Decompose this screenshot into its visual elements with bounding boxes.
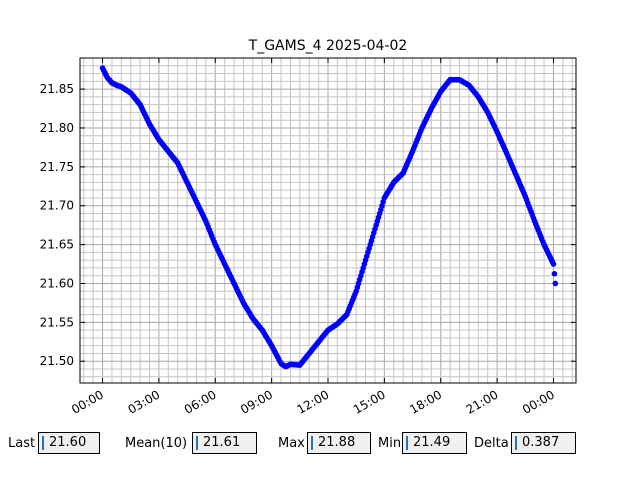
y-tick-label: 21.50 <box>40 354 74 368</box>
time-series-chart: T_GAMS_4 2025-04-02 00:00 03:00 06:00 09:00… <box>40 38 577 417</box>
stat-label-last: Last <box>8 436 36 451</box>
y-tick-label: 21.75 <box>40 160 74 174</box>
stat-value-max[interactable]: 21.88 <box>307 432 371 454</box>
x-tick-label: 06:00 <box>182 387 219 416</box>
stat-label-mean: Mean(10) <box>125 436 188 451</box>
stat-label-max: Max <box>278 436 305 451</box>
y-tick-label: 21.70 <box>40 199 74 213</box>
data-point <box>552 280 559 287</box>
x-tick-label: 18:00 <box>407 387 444 416</box>
stat-value-last[interactable]: 21.60 <box>38 432 100 454</box>
x-tick-label: 21:00 <box>464 387 501 416</box>
data-series <box>99 65 559 370</box>
stat-value-delta[interactable]: 0.387 <box>511 432 576 454</box>
stat-value-mean[interactable]: 21.61 <box>192 432 257 454</box>
y-tick-label: 21.80 <box>40 121 74 135</box>
y-tick-label: 21.65 <box>40 238 74 252</box>
x-tick-label: 12:00 <box>295 387 332 416</box>
y-tick-label: 21.55 <box>40 315 74 329</box>
grid-lines <box>80 58 576 383</box>
y-axis: 21.50 21.55 21.60 21.65 21.70 21.75 21.80 21.85 <box>40 82 576 368</box>
x-tick-label: 09:00 <box>238 387 275 416</box>
x-tick-label: 00:00 <box>69 387 106 416</box>
x-tick-label: 00:00 <box>520 387 557 416</box>
stat-label-min: Min <box>378 436 402 451</box>
y-tick-label: 21.60 <box>40 276 74 290</box>
stats-bar: Last 21.60 Mean(10) 21.61 Max 21.88 Min … <box>0 432 640 458</box>
chart-title: T_GAMS_4 2025-04-02 <box>248 38 408 54</box>
y-tick-label: 21.85 <box>40 82 74 96</box>
data-point <box>550 261 557 267</box>
stat-label-delta: Delta <box>474 436 509 451</box>
stat-value-min[interactable]: 21.49 <box>402 432 467 454</box>
data-point <box>551 270 558 277</box>
plot-frame <box>79 57 577 384</box>
x-tick-label: 03:00 <box>125 387 162 416</box>
x-tick-label: 15:00 <box>351 387 388 416</box>
